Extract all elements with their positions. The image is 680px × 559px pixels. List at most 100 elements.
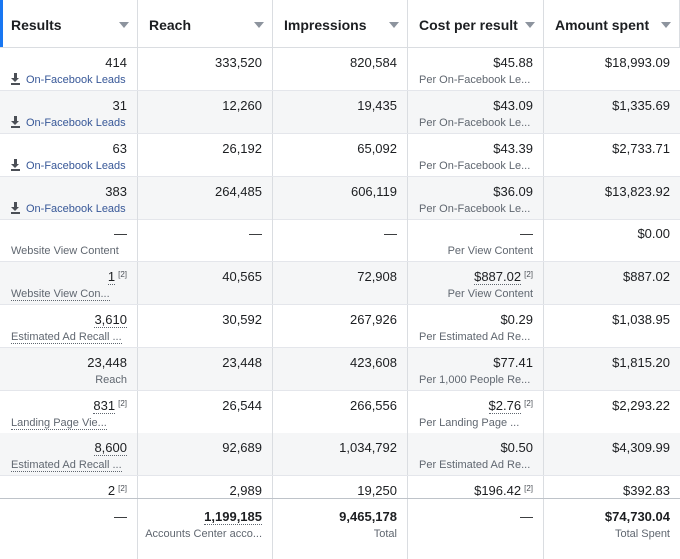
results-value: 1 [2] <box>107 269 127 285</box>
cost-value: $196.42 [2] <box>474 483 533 499</box>
amount-spent-cell: $1,335.69 <box>544 91 680 133</box>
reach-cell: 12,260 <box>138 91 273 133</box>
cost-footnote[interactable]: [2] <box>524 270 533 279</box>
results-number: 63 <box>112 141 127 156</box>
chevron-down-icon[interactable] <box>525 22 535 28</box>
total-reach-value[interactable]: 1,199,185 <box>204 509 262 525</box>
reach-cell: 26,192 <box>138 134 273 176</box>
chevron-down-icon[interactable] <box>119 22 129 28</box>
results-value: 23,448 <box>87 355 127 370</box>
total-reach-cell: 1,199,185 Accounts Center acco... <box>138 499 273 559</box>
amount-spent-cell: $0.00 <box>544 219 680 261</box>
impressions-cell: 72,908 <box>273 262 408 304</box>
table-row: 3,610 Estimated Ad Recall ... 30,592 267,92… <box>0 305 680 348</box>
cost-number[interactable]: $2.76 <box>488 398 522 414</box>
total-spent-label: Total Spent <box>614 528 670 540</box>
reach-value: 333,520 <box>215 55 262 70</box>
cost-footnote[interactable]: [2] <box>524 484 533 493</box>
result-type-label: Landing Page Vie... <box>11 417 107 430</box>
column-header-impressions[interactable]: Impressions <box>273 0 408 47</box>
impressions-value: 72,908 <box>357 269 397 284</box>
cost-footnote[interactable]: [2] <box>524 399 533 408</box>
table-row: 831 [2] Landing Page Vie... 26,544 266,556 $2… <box>0 391 680 434</box>
results-value: 63 <box>113 141 127 156</box>
results-cell: 1 [2] Website View Con... <box>0 262 138 304</box>
results-cell: 23,448 Reach <box>0 348 138 390</box>
column-header-cost-per-result[interactable]: Cost per result <box>408 0 544 47</box>
reach-cell: 40,565 <box>138 262 273 304</box>
impressions-value: 606,119 <box>350 184 397 199</box>
cost-value: $887.02 [2] <box>474 269 533 285</box>
column-header-label: Amount spent <box>555 17 650 33</box>
results-number[interactable]: 3,610 <box>94 312 127 328</box>
amount-spent-cell: $2,293.22 <box>544 391 680 433</box>
cost-number: $43.09 <box>493 98 533 113</box>
cost-number[interactable]: $887.02 <box>474 269 522 285</box>
cost-per-result-cell: $2.76 [2] Per Landing Page ... <box>408 391 544 433</box>
cost-per-result-cell: — Per View Content <box>408 219 544 261</box>
cost-number[interactable]: $196.42 <box>474 483 522 499</box>
cost-number: $36.09 <box>493 184 533 199</box>
reach-value: 23,448 <box>222 355 262 370</box>
impressions-cell: 266,556 <box>273 391 408 433</box>
cost-per-result-cell: $887.02 [2] Per View Content <box>408 262 544 304</box>
result-type-link[interactable]: On-Facebook Leads <box>11 116 126 129</box>
results-value: 8,600 <box>94 440 127 456</box>
cost-number: $45.88 <box>493 55 533 70</box>
chevron-down-icon[interactable] <box>254 22 264 28</box>
reach-cell: 333,520 <box>138 48 273 90</box>
result-type-label: On-Facebook Leads <box>26 117 126 129</box>
cost-type-label: Per On-Facebook Le... <box>419 117 531 129</box>
column-header-amount-spent[interactable]: Amount spent <box>544 0 680 47</box>
chevron-down-icon[interactable] <box>661 22 671 28</box>
column-header-results[interactable]: Results <box>0 0 138 47</box>
results-footnote[interactable]: [2] <box>118 484 127 493</box>
results-number: 414 <box>105 55 127 70</box>
amount-spent-cell: $2,733.71 <box>544 134 680 176</box>
results-number[interactable]: 831 <box>93 398 116 414</box>
table-row: 414 On-Facebook Leads 333,520 820,584 $45.88… <box>0 48 680 91</box>
column-header-reach[interactable]: Reach <box>138 0 273 47</box>
download-icon <box>11 73 20 85</box>
result-type-link[interactable]: On-Facebook Leads <box>11 202 126 215</box>
results-cell: 31 On-Facebook Leads <box>0 91 138 133</box>
chevron-down-icon[interactable] <box>389 22 399 28</box>
cost-value: $43.09 <box>493 98 533 113</box>
column-header-label: Cost per result <box>419 17 518 33</box>
results-footnote[interactable]: [2] <box>118 270 127 279</box>
cost-number: $43.39 <box>493 141 533 156</box>
results-value: 414 <box>105 55 127 70</box>
result-type-link[interactable]: On-Facebook Leads <box>11 73 126 86</box>
result-type-label: Estimated Ad Recall ... <box>11 331 122 344</box>
results-cell: 8,600 Estimated Ad Recall ... <box>0 433 138 475</box>
amount-spent-cell: $4,309.99 <box>544 433 680 475</box>
amount-spent-value: $1,335.69 <box>612 98 670 113</box>
results-number[interactable]: 8,600 <box>94 440 127 456</box>
reach-cell: 30,592 <box>138 305 273 347</box>
results-number[interactable]: 2 <box>107 483 116 499</box>
amount-spent-cell: $13,823.92 <box>544 177 680 219</box>
amount-spent-cell: $392.83 <box>544 476 680 518</box>
results-number[interactable]: 1 <box>107 269 116 285</box>
download-icon <box>11 202 20 214</box>
download-icon <box>11 116 20 128</box>
cost-value: — <box>520 226 533 241</box>
amount-spent-cell: $887.02 <box>544 262 680 304</box>
reach-value: — <box>249 226 262 241</box>
cost-per-result-cell: $43.39 Per On-Facebook Le... <box>408 134 544 176</box>
reach-cell: — <box>138 219 273 261</box>
cost-per-result-cell: $0.50 Per Estimated Ad Re... <box>408 433 544 475</box>
cost-number: $0.50 <box>500 440 533 455</box>
cost-number: $77.41 <box>493 355 533 370</box>
results-footnote[interactable]: [2] <box>118 399 127 408</box>
total-results-cell: — <box>0 499 138 559</box>
result-type-link[interactable]: On-Facebook Leads <box>11 159 126 172</box>
amount-spent-value: $392.83 <box>623 483 670 498</box>
results-value: — <box>114 226 127 241</box>
amount-spent-cell: $1,038.95 <box>544 305 680 347</box>
results-value: 383 <box>105 184 127 199</box>
impressions-cell: 19,250 <box>273 476 408 518</box>
table-row: 63 On-Facebook Leads 26,192 65,092 $43.39 Per… <box>0 134 680 177</box>
results-cell: 383 On-Facebook Leads <box>0 177 138 219</box>
